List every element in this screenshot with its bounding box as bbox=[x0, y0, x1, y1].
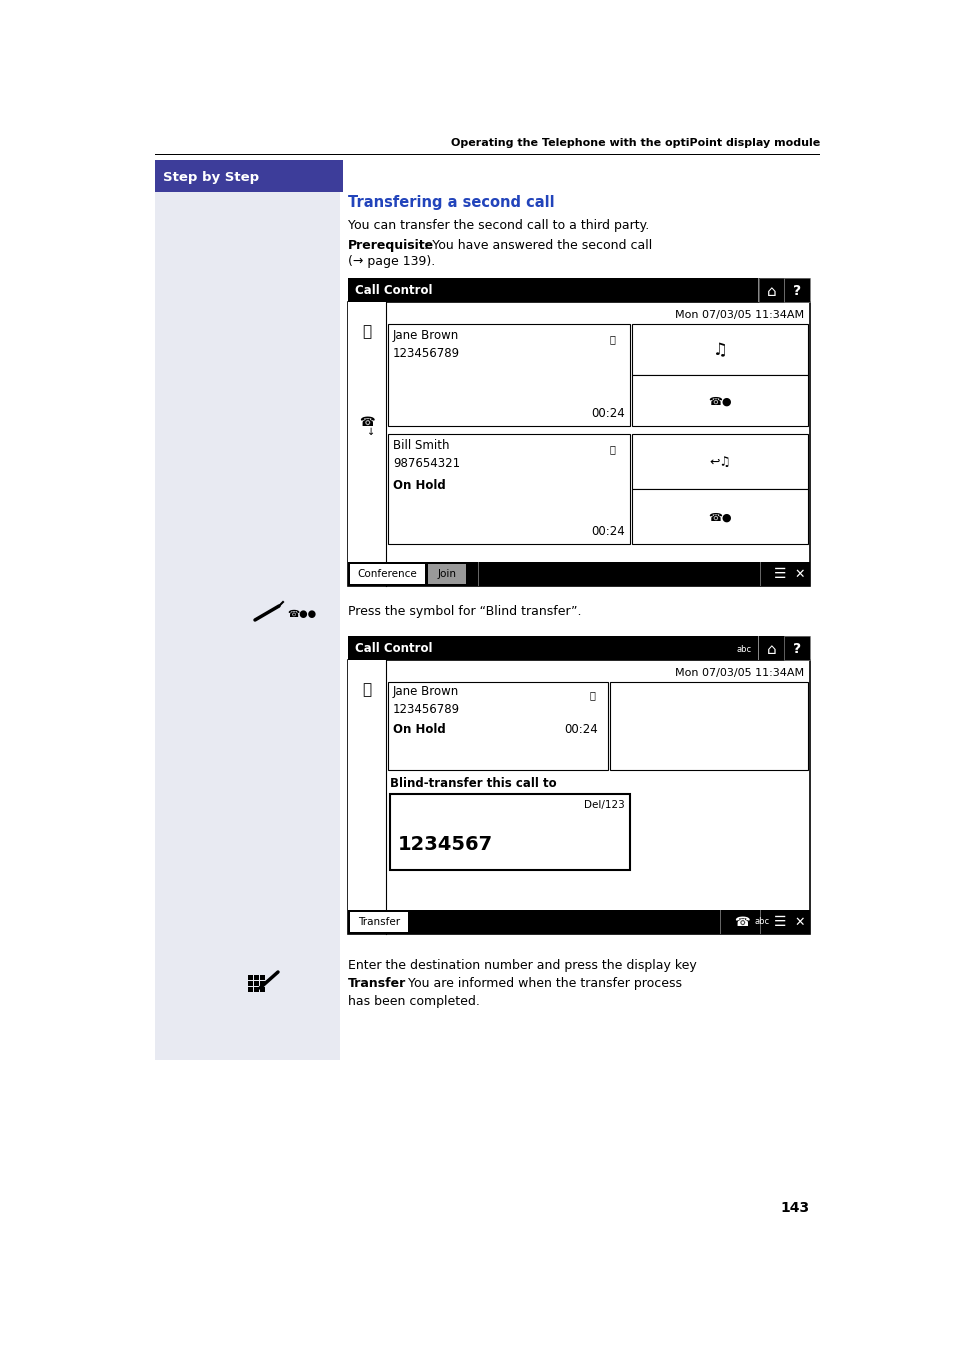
Text: ⌂: ⌂ bbox=[766, 642, 776, 657]
Bar bbox=[260, 981, 265, 986]
Bar bbox=[248, 981, 253, 986]
Bar bbox=[248, 988, 253, 992]
Bar bbox=[783, 636, 809, 661]
Text: Transfer: Transfer bbox=[348, 977, 406, 990]
Bar bbox=[758, 278, 759, 303]
Bar bbox=[477, 562, 478, 586]
Text: Enter the destination number and press the display key: Enter the destination number and press t… bbox=[348, 959, 696, 971]
Bar bbox=[783, 278, 809, 303]
Bar bbox=[253, 975, 258, 979]
Text: 00:24: 00:24 bbox=[591, 407, 624, 420]
Text: Transfering a second call: Transfering a second call bbox=[348, 195, 554, 209]
Bar bbox=[388, 682, 607, 770]
Text: Mon 07/03/05 11:34AM: Mon 07/03/05 11:34AM bbox=[674, 667, 803, 678]
Text: ☎: ☎ bbox=[359, 416, 375, 428]
Bar bbox=[759, 278, 783, 303]
Bar bbox=[631, 434, 807, 489]
Bar bbox=[609, 682, 807, 770]
Bar bbox=[428, 563, 465, 584]
Bar bbox=[759, 636, 783, 661]
Text: 00:24: 00:24 bbox=[591, 526, 624, 538]
Text: 143: 143 bbox=[781, 1201, 809, 1215]
Bar bbox=[388, 434, 629, 544]
Bar bbox=[348, 278, 809, 303]
Text: : You have answered the second call: : You have answered the second call bbox=[423, 239, 652, 253]
Bar bbox=[631, 324, 807, 376]
Text: ☰: ☰ bbox=[773, 915, 785, 929]
Text: ↩♫: ↩♫ bbox=[708, 457, 730, 469]
Bar bbox=[248, 975, 253, 979]
Bar bbox=[253, 988, 258, 992]
Text: Conference: Conference bbox=[356, 569, 416, 580]
Text: You can transfer the second call to a third party.: You can transfer the second call to a th… bbox=[348, 219, 649, 232]
Text: 987654321: 987654321 bbox=[393, 457, 459, 470]
Text: 📖: 📖 bbox=[588, 690, 595, 700]
Text: Operating the Telephone with the optiPoint display module: Operating the Telephone with the optiPoi… bbox=[450, 138, 820, 149]
Bar bbox=[390, 794, 629, 870]
Bar bbox=[260, 988, 265, 992]
Text: ?: ? bbox=[792, 284, 801, 299]
Text: ?: ? bbox=[792, 642, 801, 657]
Text: ♫: ♫ bbox=[712, 342, 727, 359]
Text: Join: Join bbox=[437, 569, 456, 580]
Text: Press the symbol for “Blind transfer”.: Press the symbol for “Blind transfer”. bbox=[348, 605, 581, 617]
Bar bbox=[631, 376, 807, 426]
Text: abc: abc bbox=[736, 644, 751, 654]
Bar bbox=[348, 303, 386, 586]
Bar bbox=[729, 636, 758, 661]
Bar bbox=[348, 562, 809, 586]
Text: Call Control: Call Control bbox=[355, 285, 432, 297]
Text: Blind-transfer this call to: Blind-transfer this call to bbox=[390, 777, 556, 790]
Bar bbox=[758, 636, 759, 661]
Text: ⌂: ⌂ bbox=[766, 284, 776, 299]
Text: Jane Brown: Jane Brown bbox=[393, 330, 458, 342]
Bar bbox=[350, 912, 408, 932]
Text: ↓: ↓ bbox=[367, 427, 375, 436]
Text: ☎●●: ☎●● bbox=[287, 609, 315, 619]
Text: has been completed.: has been completed. bbox=[348, 994, 479, 1008]
Text: Step by Step: Step by Step bbox=[163, 170, 259, 184]
Text: On Hold: On Hold bbox=[393, 723, 445, 736]
Bar bbox=[348, 636, 809, 661]
Text: ☎: ☎ bbox=[734, 916, 749, 928]
Text: ✕: ✕ bbox=[794, 916, 804, 928]
Bar bbox=[260, 975, 265, 979]
Bar bbox=[253, 981, 258, 986]
Text: Call Control: Call Control bbox=[355, 643, 432, 655]
Bar bbox=[388, 324, 629, 426]
Text: Prerequisite: Prerequisite bbox=[348, 239, 434, 253]
Bar bbox=[154, 154, 820, 155]
Text: ☎●: ☎● bbox=[707, 396, 731, 407]
Text: Jane Brown: Jane Brown bbox=[393, 685, 458, 698]
Text: 📖: 📖 bbox=[608, 334, 615, 345]
Text: ✕: ✕ bbox=[794, 567, 804, 581]
Text: On Hold: On Hold bbox=[393, 480, 445, 492]
Text: ☰: ☰ bbox=[773, 567, 785, 581]
Text: 📠: 📠 bbox=[362, 324, 371, 339]
Text: ☎●: ☎● bbox=[707, 512, 731, 523]
Text: abc: abc bbox=[754, 917, 769, 927]
Text: Del/123: Del/123 bbox=[583, 800, 624, 811]
Bar bbox=[348, 911, 809, 934]
Text: Transfer: Transfer bbox=[357, 917, 399, 927]
Text: 📠: 📠 bbox=[362, 682, 371, 697]
Bar bbox=[154, 159, 339, 1061]
Text: Bill Smith: Bill Smith bbox=[393, 439, 449, 453]
Bar bbox=[348, 661, 386, 934]
Text: 123456789: 123456789 bbox=[393, 347, 459, 359]
Text: (→ page 139).: (→ page 139). bbox=[348, 255, 435, 267]
Bar bbox=[348, 303, 809, 586]
Text: . You are informed when the transfer process: . You are informed when the transfer pro… bbox=[399, 977, 681, 990]
Bar bbox=[631, 489, 807, 544]
Text: 123456789: 123456789 bbox=[393, 703, 459, 716]
Bar bbox=[154, 159, 343, 192]
Text: 00:24: 00:24 bbox=[563, 723, 598, 736]
Bar bbox=[348, 661, 809, 934]
Bar bbox=[350, 563, 424, 584]
Bar bbox=[758, 636, 759, 661]
Text: 📖: 📖 bbox=[608, 444, 615, 454]
Text: Mon 07/03/05 11:34AM: Mon 07/03/05 11:34AM bbox=[674, 309, 803, 320]
Text: 1234567: 1234567 bbox=[397, 835, 493, 854]
